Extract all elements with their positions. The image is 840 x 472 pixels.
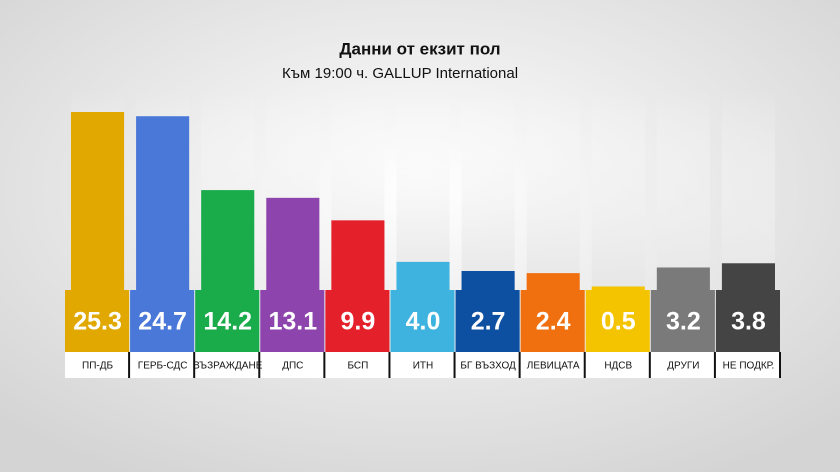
chart-subtitle: Към 19:00 ч. GALLUP International [282,65,518,82]
separator [713,352,716,378]
value-label: 9.9 [341,308,376,336]
x-tick-label: БСП [347,361,368,372]
value-box [390,290,455,352]
bar [266,197,320,290]
value-label: 3.8 [731,308,766,336]
value-box [130,290,195,352]
bar [591,286,645,290]
value-box [650,290,715,352]
value-label: 24.7 [138,308,187,336]
value-box [455,290,520,352]
separator [258,352,261,378]
value-label: 0.5 [601,308,636,336]
chart-title: Данни от екзит пол [339,39,500,58]
bar [71,112,125,290]
x-tick-label: ВЪЗРАЖДАНЕ [193,361,263,372]
x-tick-label: ДРУГИ [667,361,699,372]
value-label: 13.1 [268,308,317,336]
value-label: 2.7 [471,308,506,336]
value-label: 2.4 [536,308,571,336]
column-bg [721,90,775,290]
bar [201,190,255,290]
separator [323,352,326,378]
bar [331,220,385,290]
x-tick-label: ИТН [413,361,434,372]
value-box [520,290,585,352]
column-bg [591,90,645,290]
x-tick-label: ЛЕВИЦАТА [527,361,580,372]
x-tick-label: ГЕРБ-СДС [138,361,188,372]
column-bg [396,90,450,290]
value-box [195,290,260,352]
x-tick-label: НДСВ [604,361,632,372]
bar [461,271,515,290]
x-tick-label: ПП-ДБ [82,361,113,372]
bar [136,116,190,290]
bar [721,263,775,290]
value-box [325,290,390,352]
x-tick-label: НЕ ПОДКР. [723,361,775,372]
value-label: 3.2 [666,308,701,336]
value-box [65,290,130,352]
value-label: 4.0 [406,308,441,336]
x-tick-label: ДПС [282,361,303,372]
separator [453,352,456,378]
separator [388,352,391,378]
separator [128,352,131,378]
value-label: 25.3 [73,308,122,336]
separator [648,352,651,378]
value-box [260,290,325,352]
separator [518,352,521,378]
value-box [715,290,780,352]
column-bg [526,90,580,290]
separator [779,352,781,378]
bar [656,267,710,290]
x-tick-label: БГ ВЪЗХОД [460,361,516,372]
separator [193,352,196,378]
column-bg [656,90,710,290]
column-bg [461,90,515,290]
bar [396,261,450,290]
label-strip [65,352,781,378]
value-box [585,290,650,352]
value-label: 14.2 [203,308,252,336]
bar [526,273,580,290]
separator [583,352,586,378]
